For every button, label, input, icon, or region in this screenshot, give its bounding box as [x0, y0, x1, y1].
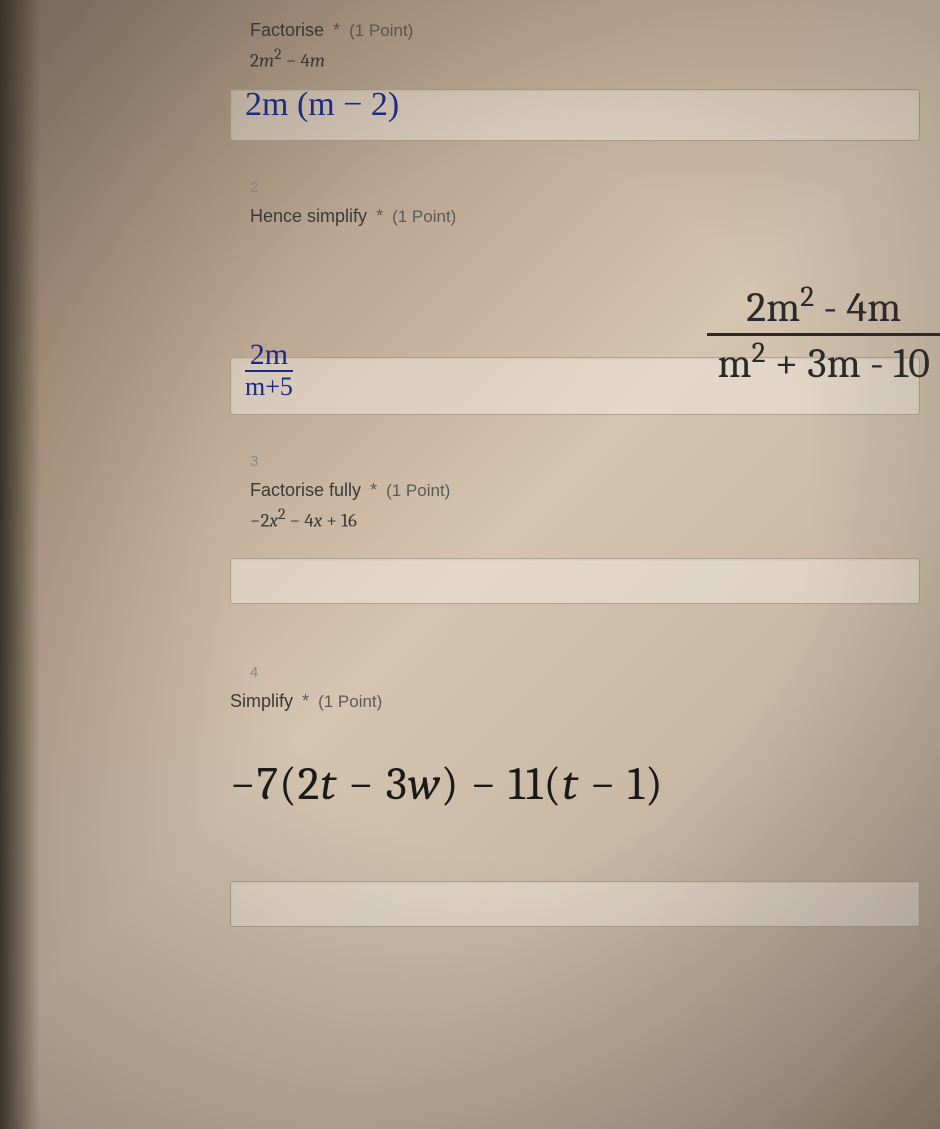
- q2-fraction-numerator: 2m2 - 4m: [707, 280, 940, 336]
- q1-points: (1 Point): [349, 21, 413, 40]
- required-asterisk: *: [302, 691, 309, 711]
- q4-label: Simplify: [230, 691, 293, 711]
- q2-points: (1 Point): [392, 207, 456, 226]
- q1-label-row: Factorise * (1 Point): [250, 20, 940, 41]
- photo-dark-edge: [0, 0, 40, 1129]
- q3-points: (1 Point): [386, 481, 450, 500]
- q1-handwritten-answer: 2m (m − 2): [245, 86, 399, 124]
- q1-expression: 2m2 − 4m: [250, 45, 940, 71]
- q3-label: Factorise fully: [250, 480, 361, 500]
- required-asterisk: *: [370, 480, 377, 500]
- q2-answer-numerator: 2m: [245, 340, 293, 372]
- q2-label-row: Hence simplify * (1 Point): [250, 206, 940, 227]
- q1-answer-input[interactable]: 2m (m − 2): [230, 89, 920, 141]
- q1-label: Factorise: [250, 20, 324, 40]
- q2-answer-denominator: m+5: [245, 372, 293, 400]
- required-asterisk: *: [333, 20, 340, 40]
- q4-label-row: Simplify * (1 Point): [230, 691, 940, 712]
- q3-number: 3: [250, 453, 940, 470]
- q4-expression: −7(2t − 3w) − 11(t − 1): [230, 758, 940, 811]
- q3-label-row: Factorise fully * (1 Point): [250, 480, 940, 501]
- q2-fraction: 2m2 - 4m m2 + 3m - 10: [707, 280, 940, 389]
- q2-label: Hence simplify: [250, 206, 367, 226]
- q2-number: 2: [250, 179, 940, 196]
- q2-fraction-denominator: m2 + 3m - 10: [707, 336, 940, 389]
- q4-points: (1 Point): [318, 692, 382, 711]
- q3-expression: −2x2 − 4x + 16: [250, 505, 940, 531]
- required-asterisk: *: [376, 206, 383, 226]
- q2-handwritten-answer: 2m m+5: [245, 340, 293, 400]
- quiz-page: Factorise * (1 Point) 2m2 − 4m 2m (m − 2…: [200, 0, 940, 927]
- q4-number: 4: [250, 664, 940, 681]
- q3-answer-input[interactable]: [230, 558, 920, 604]
- q4-answer-input[interactable]: [230, 881, 920, 927]
